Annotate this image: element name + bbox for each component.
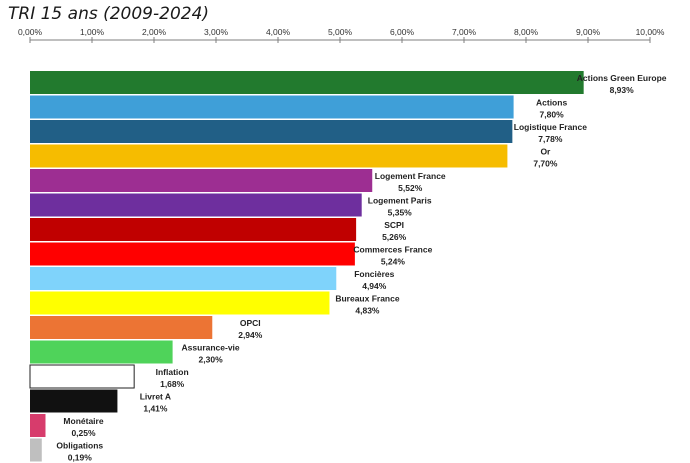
x-tick-label: 7,00% — [452, 27, 477, 37]
bar-value-label: 5,24% — [381, 257, 406, 267]
x-tick-label: 1,00% — [80, 27, 105, 37]
bar-label: Logement France — [375, 171, 446, 181]
bar — [30, 316, 213, 339]
bar-value-label: 5,52% — [398, 183, 423, 193]
bar — [30, 218, 357, 241]
bar-label: Monétaire — [63, 416, 103, 426]
bar-label: Obligations — [56, 441, 103, 451]
x-tick-label: 6,00% — [390, 27, 415, 37]
bar — [30, 389, 118, 413]
bar-label: Logistique France — [514, 122, 587, 132]
bar — [30, 169, 373, 192]
bar-value-label: 1,68% — [160, 379, 185, 389]
bar — [30, 242, 355, 266]
bar-label: Bureaux France — [335, 294, 400, 304]
bar-value-label: 8,93% — [610, 85, 635, 95]
bar-value-label: 0,25% — [71, 428, 96, 438]
bar — [30, 120, 513, 143]
bar — [30, 71, 584, 94]
bar-label: Logement Paris — [368, 196, 432, 206]
bar-label: Actions — [536, 98, 567, 108]
x-tick-label: 2,00% — [142, 27, 167, 37]
bar-value-label: 5,35% — [388, 208, 413, 218]
x-tick-label: 3,00% — [204, 27, 229, 37]
x-tick-label: 9,00% — [576, 27, 601, 37]
bar-label: Assurance-vie — [182, 343, 240, 353]
x-tick-label: 10,00% — [636, 27, 665, 37]
bar — [30, 291, 330, 315]
bar-value-label: 4,94% — [362, 281, 387, 291]
x-tick-label: 5,00% — [328, 27, 353, 37]
bar-label: OPCI — [240, 318, 261, 328]
bar-label: Foncières — [354, 269, 394, 279]
bar — [29, 364, 135, 389]
bar-value-label: 2,94% — [238, 330, 263, 340]
x-tick-label: 0,00% — [18, 27, 43, 37]
bar — [30, 95, 514, 119]
bar — [30, 267, 337, 290]
bar-value-label: 7,78% — [538, 134, 563, 144]
bar-value-label: 0,19% — [68, 453, 93, 463]
bar-label: Livret A — [140, 392, 171, 402]
bar — [30, 438, 42, 462]
x-tick-label: 8,00% — [514, 27, 539, 37]
bar-value-label: 7,70% — [533, 159, 558, 169]
bar — [30, 414, 46, 437]
chart-title: TRI 15 ans (2009-2024) — [8, 4, 210, 24]
bar-label: Inflation — [156, 367, 189, 377]
bar-value-label: 5,26% — [382, 232, 407, 242]
bar-label: Or — [540, 147, 551, 157]
x-tick-label: 4,00% — [266, 27, 291, 37]
bar-value-label: 1,41% — [143, 404, 168, 414]
bar-label: Actions Green Europe — [577, 73, 667, 83]
bar-value-label: 7,80% — [540, 110, 565, 120]
bar-label: Commerces France — [353, 245, 432, 255]
bar-value-label: 2,30% — [199, 355, 224, 365]
bar — [30, 193, 362, 217]
bar-value-label: 4,83% — [355, 306, 380, 316]
bar-label: SCPI — [384, 220, 404, 230]
bar — [30, 340, 173, 364]
bar — [30, 144, 508, 168]
